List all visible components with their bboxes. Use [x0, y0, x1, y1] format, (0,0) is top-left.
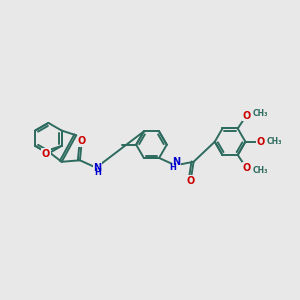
Text: CH₃: CH₃ — [253, 109, 268, 118]
Text: N: N — [172, 158, 181, 167]
Text: O: O — [42, 148, 50, 159]
Text: H: H — [94, 168, 101, 177]
Text: N: N — [93, 163, 101, 173]
Text: H: H — [169, 163, 176, 172]
Text: O: O — [256, 137, 265, 147]
Text: O: O — [242, 110, 251, 121]
Text: O: O — [78, 136, 86, 146]
Text: O: O — [187, 176, 195, 186]
Text: CH₃: CH₃ — [267, 137, 282, 146]
Text: CH₃: CH₃ — [253, 166, 268, 175]
Text: O: O — [242, 163, 251, 173]
